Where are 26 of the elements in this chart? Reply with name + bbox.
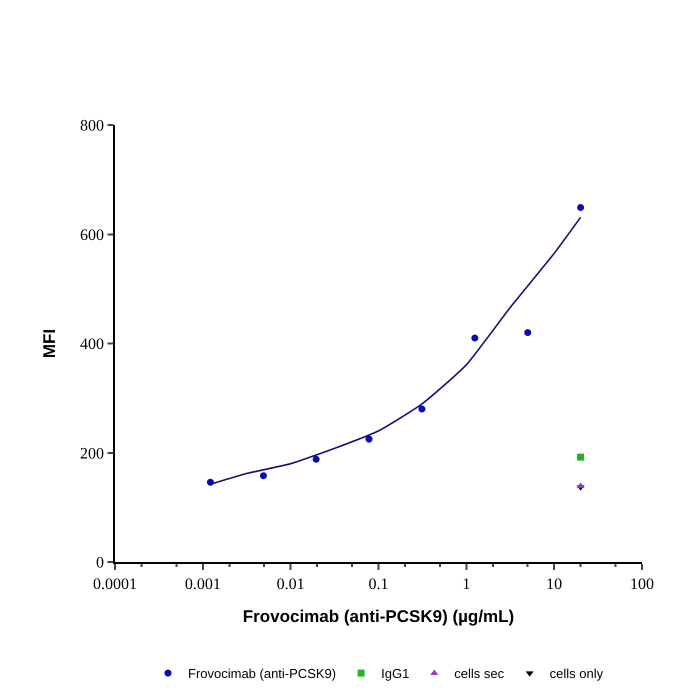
point xyxy=(577,204,584,211)
x-tick-label: 100 xyxy=(630,576,654,593)
x-tick-label: 0.1 xyxy=(368,576,388,593)
y-tick-label: 600 xyxy=(80,226,104,244)
y-tick-label: 800 xyxy=(80,118,104,135)
legend-label: Frovocimab (anti-PCSK9) xyxy=(188,666,336,682)
y-tick-label: 0 xyxy=(96,554,104,572)
point xyxy=(366,436,373,443)
legend-label: IgG1 xyxy=(381,666,410,682)
point xyxy=(206,478,214,486)
point xyxy=(524,329,532,336)
y-axis-title: MFI xyxy=(40,328,60,358)
y-tick-label: 200 xyxy=(80,445,104,462)
legend-label: cells only xyxy=(550,666,604,682)
point xyxy=(471,334,478,342)
x-tick-label: 1 xyxy=(462,576,470,593)
y-tick-label: 400 xyxy=(80,336,104,354)
point xyxy=(260,472,267,480)
point xyxy=(418,406,426,413)
x-tick-label: 10 xyxy=(546,576,562,593)
legend-label: cells sec xyxy=(454,666,505,682)
x-axis-title: Frovocimab (anti-PCSK9) (µg/mL) xyxy=(242,606,514,626)
x-tick-label: 0.001 xyxy=(184,576,221,593)
point xyxy=(312,456,320,463)
x-tick-label: 0.01 xyxy=(276,576,305,593)
x-tick-label: 0.0001 xyxy=(93,576,137,593)
